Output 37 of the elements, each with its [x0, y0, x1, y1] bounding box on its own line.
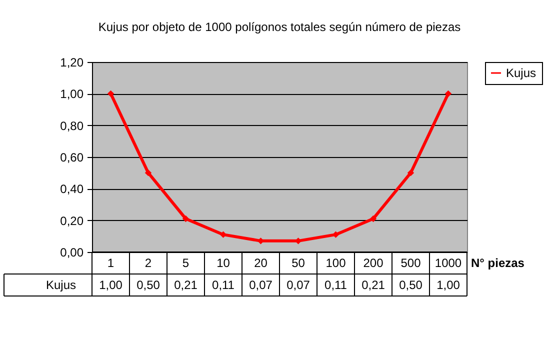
x-axis-title: N° piezas	[471, 256, 525, 270]
x-tick-label: 50	[292, 256, 306, 270]
point	[370, 215, 377, 222]
y-tick-label: 0,80	[60, 118, 84, 133]
data-label: 1,00	[436, 278, 460, 292]
x-tick-label: 1	[107, 256, 114, 270]
point	[144, 169, 152, 176]
y-tick-label: 0,20	[60, 214, 84, 228]
data-label: 0,21	[362, 278, 386, 292]
y-tick-label: 0,00	[60, 246, 84, 260]
x-tick-label: 1000	[434, 256, 462, 270]
x-tick-label: 500	[400, 256, 422, 270]
data-label: 0,11	[212, 278, 235, 292]
data-label: 0,07	[249, 278, 273, 292]
x-tick-label: 200	[363, 256, 384, 270]
data-label: 0,21	[174, 278, 198, 292]
chart-title: Kujus por objeto de 1000 polígonos totales según número de piezas	[98, 20, 461, 34]
y-tick-label: 0,60	[60, 150, 84, 164]
x-tick-label: 20	[254, 256, 268, 270]
data-label: 1,00	[99, 278, 123, 292]
point	[107, 90, 114, 98]
point	[444, 90, 452, 98]
data-label: 0,11	[324, 278, 348, 292]
data-label: 0,07	[286, 278, 310, 292]
data-label: 0,50	[399, 278, 423, 292]
y-tick-label: 1,00	[60, 87, 84, 102]
point	[182, 215, 190, 222]
data-label: 0,50	[136, 278, 160, 292]
x-tick-label: 100	[326, 256, 346, 270]
legend-label: Kujus	[506, 66, 536, 80]
text: Kujus	[46, 278, 76, 292]
x-tick-label: 10	[216, 256, 230, 270]
x-tick-label: 2	[144, 256, 152, 270]
x-tick-label: 5	[182, 256, 190, 270]
y-tick-label: 0,40	[60, 182, 84, 196]
point	[407, 169, 414, 176]
y-tick-label: 1,20	[60, 56, 84, 70]
